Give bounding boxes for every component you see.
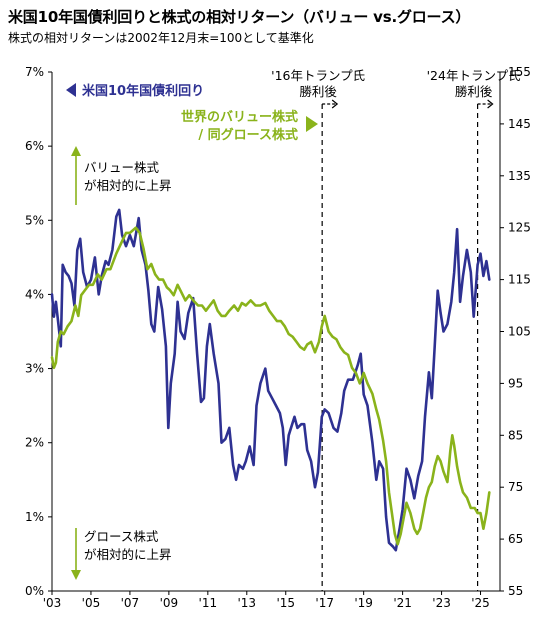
growth-outperform-label: グロース株式 bbox=[84, 529, 159, 544]
series-line-value-vs-growth bbox=[50, 226, 491, 546]
y-right-tick-label: 125 bbox=[508, 221, 531, 235]
down-arrow-icon bbox=[71, 570, 81, 580]
x-tick-label: '25 bbox=[471, 596, 490, 610]
series-line-treasury-yield bbox=[50, 208, 491, 552]
y-left-tick-label: 3% bbox=[25, 362, 44, 376]
legend-label-treasury: 米国10年国債利回り bbox=[82, 83, 204, 99]
legend-label-value-growth: 世界のバリュー株式 bbox=[181, 109, 298, 125]
x-tick-label: '07 bbox=[121, 596, 140, 610]
y-right-tick-label: 145 bbox=[508, 117, 531, 131]
y-right-tick-label: 55 bbox=[508, 584, 523, 598]
y-right-tick-label: 115 bbox=[508, 273, 531, 287]
y-left-tick-label: 4% bbox=[25, 287, 44, 301]
y-left-tick-label: 7% bbox=[25, 65, 44, 79]
x-tick-label: '09 bbox=[160, 596, 179, 610]
x-tick-label: '15 bbox=[276, 596, 295, 610]
growth-outperform-label-sub: が相対的に上昇 bbox=[84, 547, 172, 562]
y-left-tick-label: 6% bbox=[25, 139, 44, 153]
y-left-tick-label: 5% bbox=[25, 213, 44, 227]
event-label: '16年トランプ氏 bbox=[271, 68, 365, 83]
x-tick-label: '03 bbox=[43, 596, 62, 610]
legend-label-value-growth-sub: / 同グロース株式 bbox=[198, 127, 298, 143]
y-left-tick-label: 1% bbox=[25, 510, 44, 524]
y-left-tick-label: 0% bbox=[25, 584, 44, 598]
value-outperform-label: バリュー株式 bbox=[84, 160, 160, 175]
x-tick-label: '13 bbox=[237, 596, 256, 610]
y-right-tick-label: 105 bbox=[508, 325, 531, 339]
right-arrow-icon bbox=[306, 116, 318, 132]
y-right-tick-label: 135 bbox=[508, 169, 531, 183]
page-subtitle: 株式の相対リターンは2002年12月末=100として基準化 bbox=[8, 31, 314, 45]
x-tick-label: '19 bbox=[354, 596, 373, 610]
event-label: '24年トランプ氏 bbox=[427, 68, 521, 83]
y-right-tick-label: 95 bbox=[508, 376, 523, 390]
y-right-tick-label: 65 bbox=[508, 532, 523, 546]
x-tick-label: '17 bbox=[315, 596, 334, 610]
up-arrow-icon bbox=[71, 146, 81, 156]
x-tick-label: '05 bbox=[82, 596, 101, 610]
value-outperform-label-sub: が相対的に上昇 bbox=[84, 178, 172, 193]
event-label-sub: 勝利後 bbox=[455, 84, 493, 99]
y-right-tick-label: 155 bbox=[508, 65, 531, 79]
y-right-tick-label: 75 bbox=[508, 480, 523, 494]
x-tick-label: '21 bbox=[393, 596, 412, 610]
event-arrow-head bbox=[487, 99, 494, 109]
x-tick-label: '23 bbox=[432, 596, 451, 610]
event-label-sub: 勝利後 bbox=[299, 84, 337, 99]
y-right-tick-label: 85 bbox=[508, 428, 523, 442]
x-tick-label: '11 bbox=[199, 596, 218, 610]
left-arrow-icon bbox=[66, 83, 76, 97]
y-left-tick-label: 2% bbox=[25, 436, 44, 450]
page-title: 米国10年国債利回りと株式の相対リターン（バリュー vs.グロース） bbox=[8, 8, 471, 26]
event-arrow-head bbox=[331, 99, 339, 109]
